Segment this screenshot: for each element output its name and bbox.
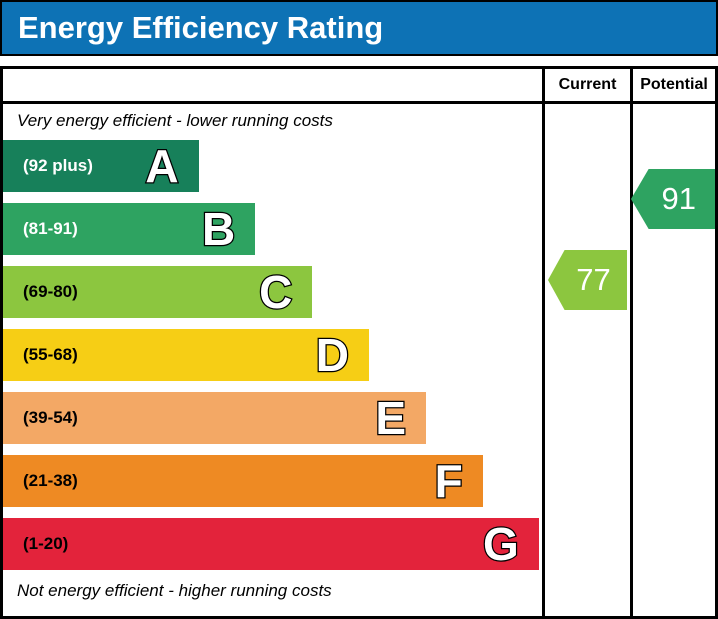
band-g-letter: G [482,517,520,572]
band-a-bar: (92 plus) A [3,139,199,194]
potential-column-body: 91 [631,104,715,616]
potential-rating-value: 91 [661,181,696,216]
band-c-letter: C [258,265,294,320]
current-rating-value: 77 [576,262,611,297]
scale-header-cell-empty [3,69,542,104]
band-b-bar: (81-91) B [3,202,256,257]
band-g-range: (1-20) [23,534,69,553]
current-column: Current 77 [542,69,630,616]
band-e-range: (39-54) [23,408,78,427]
band-d-range: (55-68) [23,345,78,364]
potential-header: Potential [633,69,715,104]
rating-scale-column: Very energy efficient - lower running co… [3,69,542,616]
band-d-letter: D [314,328,350,383]
band-f-letter: F [433,454,464,509]
band-e-letter: E [374,391,407,446]
band-b-range: (81-91) [23,219,78,238]
band-a-range: (92 plus) [23,156,93,175]
current-rating-arrow: 77 [548,250,627,310]
band-a-letter: A [144,139,180,194]
band-f-range: (21-38) [23,471,78,490]
current-column-body: 77 [545,104,630,616]
potential-column: Potential 91 [630,69,715,616]
band-g-bar: (1-20) G [3,517,539,572]
potential-rating-arrow: 91 [631,169,715,229]
band-c-range: (69-80) [23,282,78,301]
note-very-efficient: Very energy efficient - lower running co… [17,111,333,130]
current-header: Current [545,69,630,104]
rating-scale-body: Very energy efficient - lower running co… [3,104,542,616]
title-bar: Energy Efficiency Rating [0,0,718,56]
band-d-bar: (55-68) D [3,328,369,383]
band-c-bar: (69-80) C [3,265,313,320]
band-b-letter: B [201,202,237,257]
band-f-bar: (21-38) F [3,454,483,509]
band-e-bar: (39-54) E [3,391,427,446]
energy-rating-table: Very energy efficient - lower running co… [0,66,718,619]
page-title: Energy Efficiency Rating [18,10,384,45]
note-not-efficient: Not energy efficient - higher running co… [17,581,332,600]
